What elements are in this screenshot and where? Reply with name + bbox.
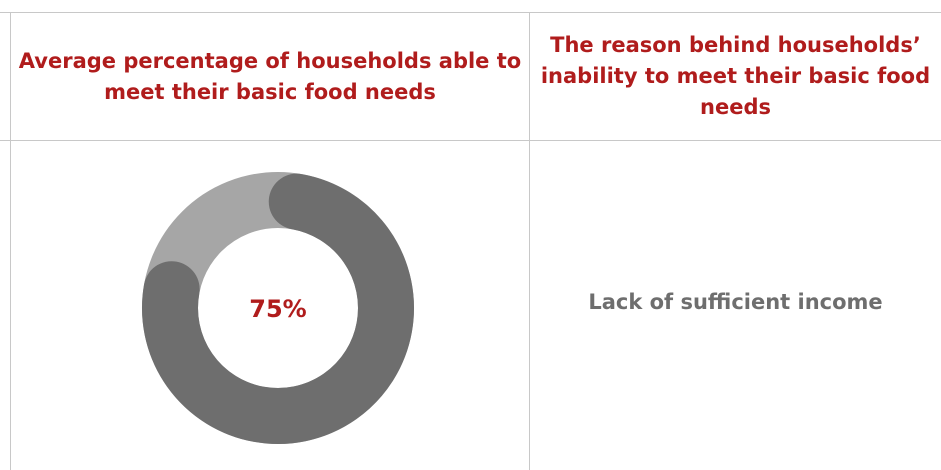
table-header-divider bbox=[0, 140, 941, 141]
reason-text: Lack of sufficient income bbox=[588, 290, 883, 314]
header-reason: The reason behind households’ inability … bbox=[540, 33, 931, 119]
donut-segment-able bbox=[142, 173, 414, 444]
table-column-divider bbox=[529, 12, 530, 470]
table-top-border bbox=[0, 12, 941, 13]
donut-chart: 75% bbox=[142, 172, 414, 444]
header-average-percentage: Average percentage of households able to… bbox=[18, 48, 522, 104]
donut-center-label: 75% bbox=[249, 295, 306, 323]
table-left-border bbox=[10, 12, 11, 470]
